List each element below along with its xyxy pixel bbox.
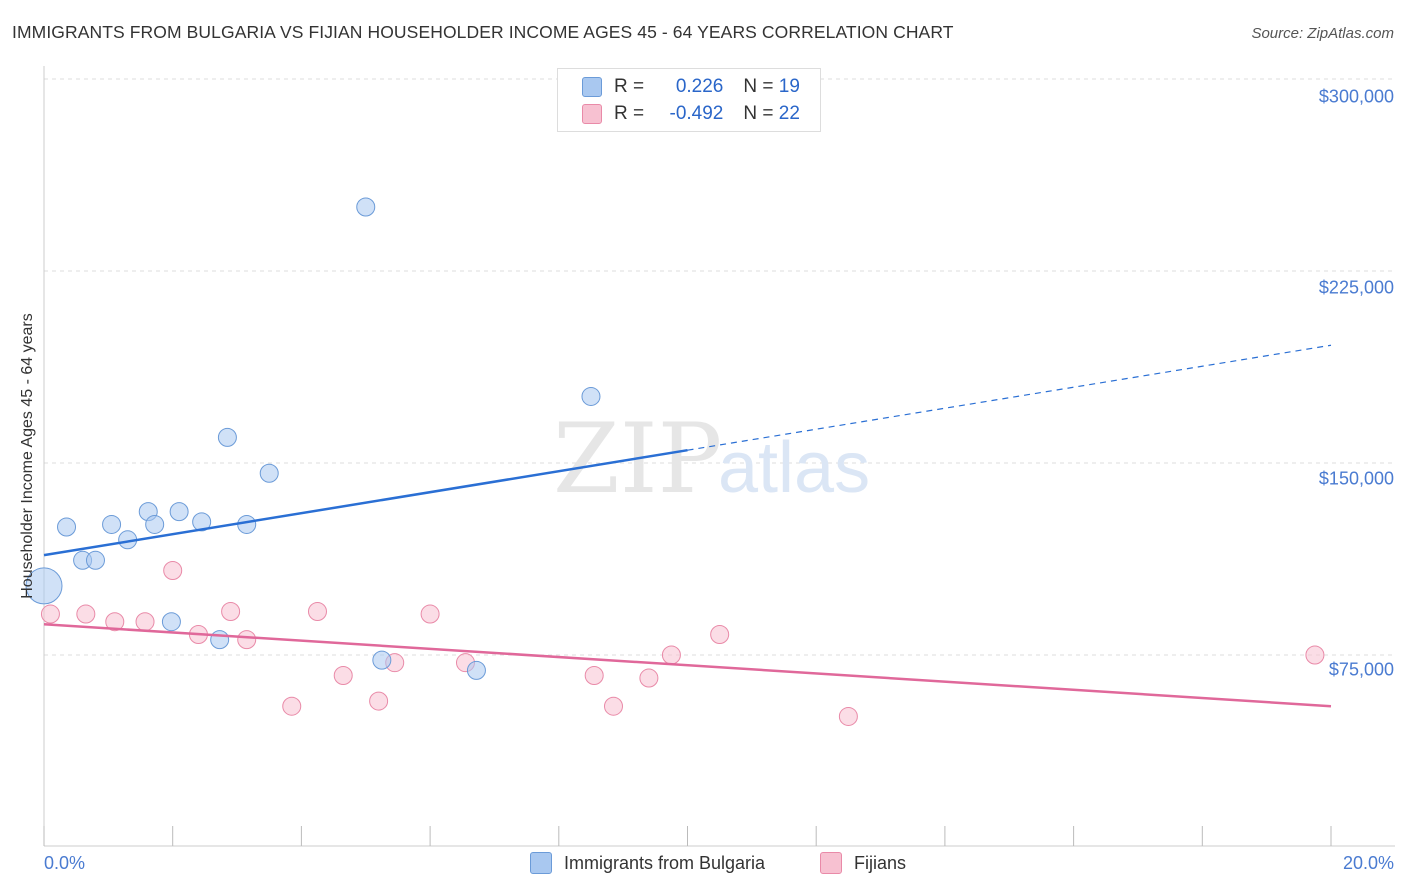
fijians-legend-label: Fijians [854, 852, 907, 873]
stats-legend-row-bulgaria: R = 0.226 N = 19 [582, 75, 800, 99]
legend-item-fijians: Fijians [820, 852, 906, 874]
fijians-point [838, 706, 858, 726]
y-tick-label-225000: $225,000 [1318, 277, 1394, 298]
fijians-point [282, 696, 302, 716]
bulgaria-point [259, 463, 279, 483]
bulgaria-point [217, 427, 237, 447]
bulgaria-legend-swatch [530, 852, 552, 874]
bulgaria-point [581, 386, 601, 406]
chart-title: IMMIGRANTS FROM BULGARIA VS FIJIAN HOUSE… [12, 22, 954, 42]
fijians-point [603, 696, 623, 716]
bulgaria-point [237, 514, 257, 534]
fijians-point [237, 630, 257, 650]
n-value: 22 [778, 103, 800, 124]
chart-source: Source: ZipAtlas.com [1251, 25, 1394, 42]
fijians-point [221, 601, 241, 621]
r-label: R = [614, 76, 650, 97]
r-value: 0.226 [675, 76, 724, 97]
bulgaria-trend-extension [687, 344, 1332, 451]
bulgaria-legend-label: Immigrants from Bulgaria [564, 852, 766, 873]
fijians-legend-swatch [820, 852, 842, 874]
fijians-point [1305, 645, 1325, 665]
r-label: R = [614, 103, 650, 124]
r-value: -0.492 [669, 103, 724, 124]
bulgaria-trend-line [43, 448, 688, 557]
fijians-point [76, 604, 96, 624]
fijians-trend-line [43, 623, 1332, 708]
bulgaria-point [372, 650, 392, 670]
bulgaria-point [102, 514, 122, 534]
n-label: N = [743, 103, 779, 124]
x-tick-label-max: 20.0% [1342, 853, 1394, 873]
fijians-point [105, 612, 125, 632]
fijians-point [333, 665, 353, 685]
bulgaria-point [145, 514, 165, 534]
fijians-point [307, 601, 327, 621]
fijians-point [710, 625, 730, 645]
fijians-point [40, 604, 60, 624]
bulgaria-point [161, 612, 181, 632]
stats-legend-row-fijians: R = -0.492 N = 22 [582, 102, 800, 126]
legend-item-bulgaria: Immigrants from Bulgaria [530, 852, 765, 874]
fijians-point [369, 691, 389, 711]
bulgaria-point [169, 502, 189, 522]
bulgaria-point [57, 517, 77, 537]
bulgaria-point [210, 630, 230, 650]
watermark-atlas: atlas [718, 428, 870, 508]
y-tick-label-300000: $300,000 [1318, 86, 1394, 107]
fijians-point [584, 665, 604, 685]
y-tick-label-75000: $75,000 [1328, 659, 1394, 680]
x-tick-label-min: 0.0% [44, 853, 86, 873]
fijians-point [420, 604, 440, 624]
bulgaria-point [25, 567, 63, 605]
n-label: N = [743, 76, 779, 97]
stats-legend: R = 0.226 N = 19 R = -0.492 N = 22 [557, 68, 821, 132]
fijians-point [639, 668, 659, 688]
fijians-point [163, 561, 183, 581]
y-tick-label-150000: $150,000 [1318, 468, 1394, 489]
bulgaria-point [85, 550, 105, 570]
fijians-point [661, 645, 681, 665]
y-axis-label: Householder Income Ages 45 - 64 years [19, 313, 36, 599]
bulgaria-swatch [582, 77, 602, 97]
n-value: 19 [778, 76, 800, 97]
fijians-swatch [582, 104, 602, 124]
bulgaria-point [356, 197, 376, 217]
bulgaria-point [466, 660, 486, 680]
fijians-point [135, 612, 155, 632]
bulgaria-point [192, 512, 212, 532]
